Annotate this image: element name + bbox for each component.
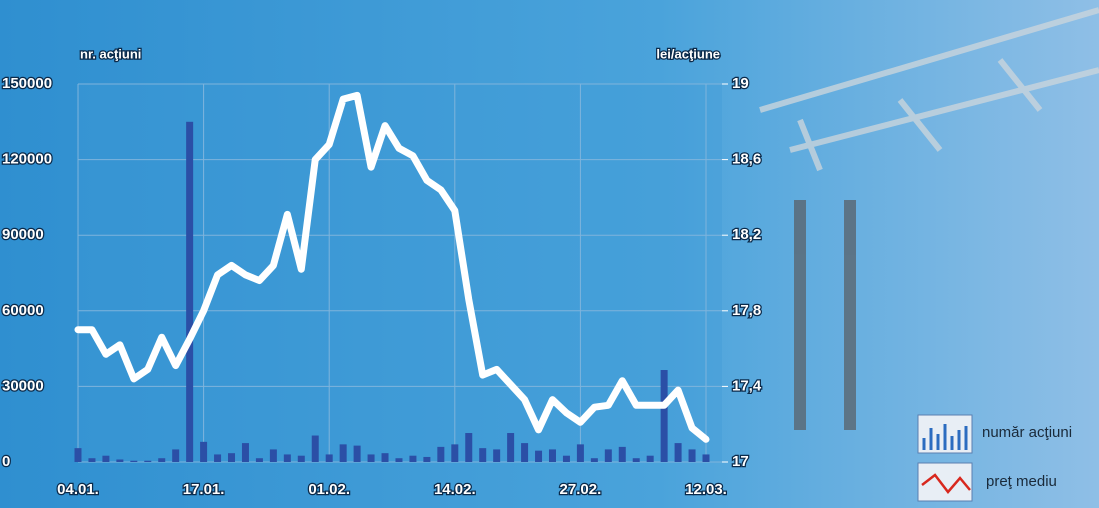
bar <box>423 456 431 462</box>
plot-area <box>78 84 722 462</box>
bar <box>325 454 333 462</box>
bar <box>576 444 584 462</box>
y-tick-label: 60000 <box>2 302 44 319</box>
x-tick-label: 14.02. <box>434 481 476 498</box>
bar <box>381 453 389 462</box>
bar <box>130 460 138 462</box>
bar <box>228 453 236 462</box>
y-tick-label: 90000 <box>2 226 44 243</box>
x-tick-label: 01.02. <box>308 481 350 498</box>
bar <box>255 458 263 462</box>
bar <box>437 446 445 462</box>
bar <box>395 458 403 462</box>
y2-tick-label: 19 <box>732 75 749 92</box>
bar <box>604 449 612 462</box>
bar <box>241 443 249 462</box>
y2-axis-title: lei/acţiune <box>656 46 720 61</box>
y2-tick-label: 17,8 <box>732 302 761 319</box>
x-tick-label: 17.01. <box>183 481 225 498</box>
bar <box>186 121 194 463</box>
legend-icon-line <box>921 473 971 494</box>
bar <box>521 443 529 462</box>
bar <box>297 455 305 462</box>
bar <box>493 449 501 462</box>
bar <box>269 449 277 462</box>
bar <box>367 454 375 462</box>
bar <box>283 454 291 462</box>
x-tick-label: 04.01. <box>57 481 99 498</box>
legend-icon-bars <box>922 424 968 450</box>
y-tick-label: 0 <box>2 453 10 470</box>
bar <box>88 458 96 462</box>
y-tick-label: 30000 <box>2 377 44 394</box>
bar <box>479 448 487 462</box>
y2-tick-label: 18,2 <box>732 226 761 243</box>
bar <box>646 455 654 462</box>
y2-tick-label: 18,6 <box>732 151 761 168</box>
bar <box>144 460 152 462</box>
legend: număr acţiuni preţ mediu <box>917 414 1072 502</box>
bar <box>116 459 124 462</box>
y2-tick-label: 17,4 <box>732 377 762 394</box>
bar <box>660 370 668 462</box>
bar <box>465 433 473 462</box>
bar <box>507 433 515 462</box>
legend-label: preţ mediu <box>986 473 1057 490</box>
y-tick-label: 150000 <box>2 75 52 92</box>
bar <box>535 450 543 462</box>
y-tick-label: 120000 <box>2 151 52 168</box>
price-line <box>74 91 710 443</box>
bar <box>562 455 570 462</box>
bar <box>200 441 208 462</box>
bar <box>74 448 82 462</box>
bar <box>451 444 459 462</box>
bar <box>674 443 682 462</box>
bar <box>214 454 222 462</box>
y2-tick-label: 17 <box>732 453 749 470</box>
bar <box>409 455 417 462</box>
bar <box>618 446 626 462</box>
x-tick-label: 27.02. <box>560 481 602 498</box>
bar <box>102 455 110 462</box>
x-tick-label: 12.03. <box>685 481 727 498</box>
bar <box>353 445 361 462</box>
bar <box>590 458 598 462</box>
legend-label: număr acţiuni <box>982 424 1072 441</box>
bar <box>632 458 640 462</box>
tower-decoration <box>759 7 1099 430</box>
y-axis-title: nr. acţiuni <box>80 46 141 61</box>
bar <box>702 454 710 462</box>
bar <box>548 449 556 462</box>
bar <box>688 449 696 462</box>
bar <box>172 449 180 462</box>
bar <box>339 444 347 462</box>
bar <box>311 435 319 462</box>
bar <box>158 458 166 462</box>
